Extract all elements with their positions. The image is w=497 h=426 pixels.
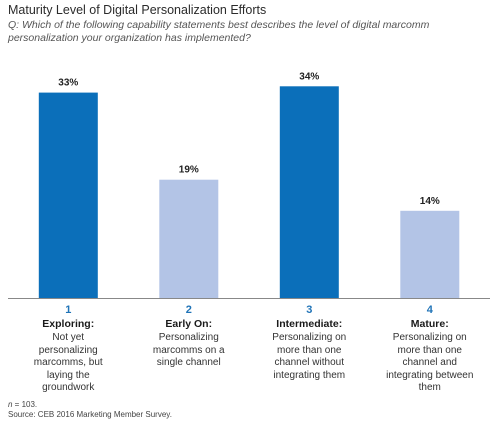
value-label-2: 19%: [179, 165, 199, 176]
source-note: Source: CEB 2016 Marketing Member Survey…: [8, 410, 172, 419]
category-number-3: 3: [306, 304, 313, 316]
bar-2: [159, 179, 219, 298]
category-number-2: 2: [185, 304, 192, 316]
category-label-2: Early On:: [165, 318, 213, 330]
category-label-4: Mature:: [410, 318, 449, 330]
value-label-4: 14%: [420, 196, 440, 207]
survey-question: Q: Which of the following capability sta…: [8, 19, 430, 44]
sample-size-value: = 103.: [12, 400, 38, 409]
category-description-3: Personalizing on more than one channel w…: [272, 332, 347, 381]
category-description-2: Personalizing marcomms on a single chann…: [152, 332, 225, 368]
sample-size-symbol: n: [8, 400, 13, 409]
bar-1: [38, 92, 98, 298]
category-number-1: 1: [65, 304, 72, 316]
value-label-1: 33%: [58, 78, 78, 89]
category-number-4: 4: [426, 304, 433, 316]
category-label-1: Exploring:: [42, 318, 95, 330]
value-label-3: 34%: [299, 71, 319, 82]
sample-size-note: n = 103.: [8, 400, 37, 409]
bar-3: [279, 86, 339, 298]
category-description-4: Personalizing on more than one channel a…: [386, 332, 474, 393]
chart-title: Maturity Level of Digital Personalizatio…: [8, 3, 267, 17]
category-description-1: Not yet personalizing marcomms, but layi…: [33, 332, 103, 393]
category-label-3: Intermediate:: [276, 318, 343, 330]
bar-4: [400, 210, 460, 298]
